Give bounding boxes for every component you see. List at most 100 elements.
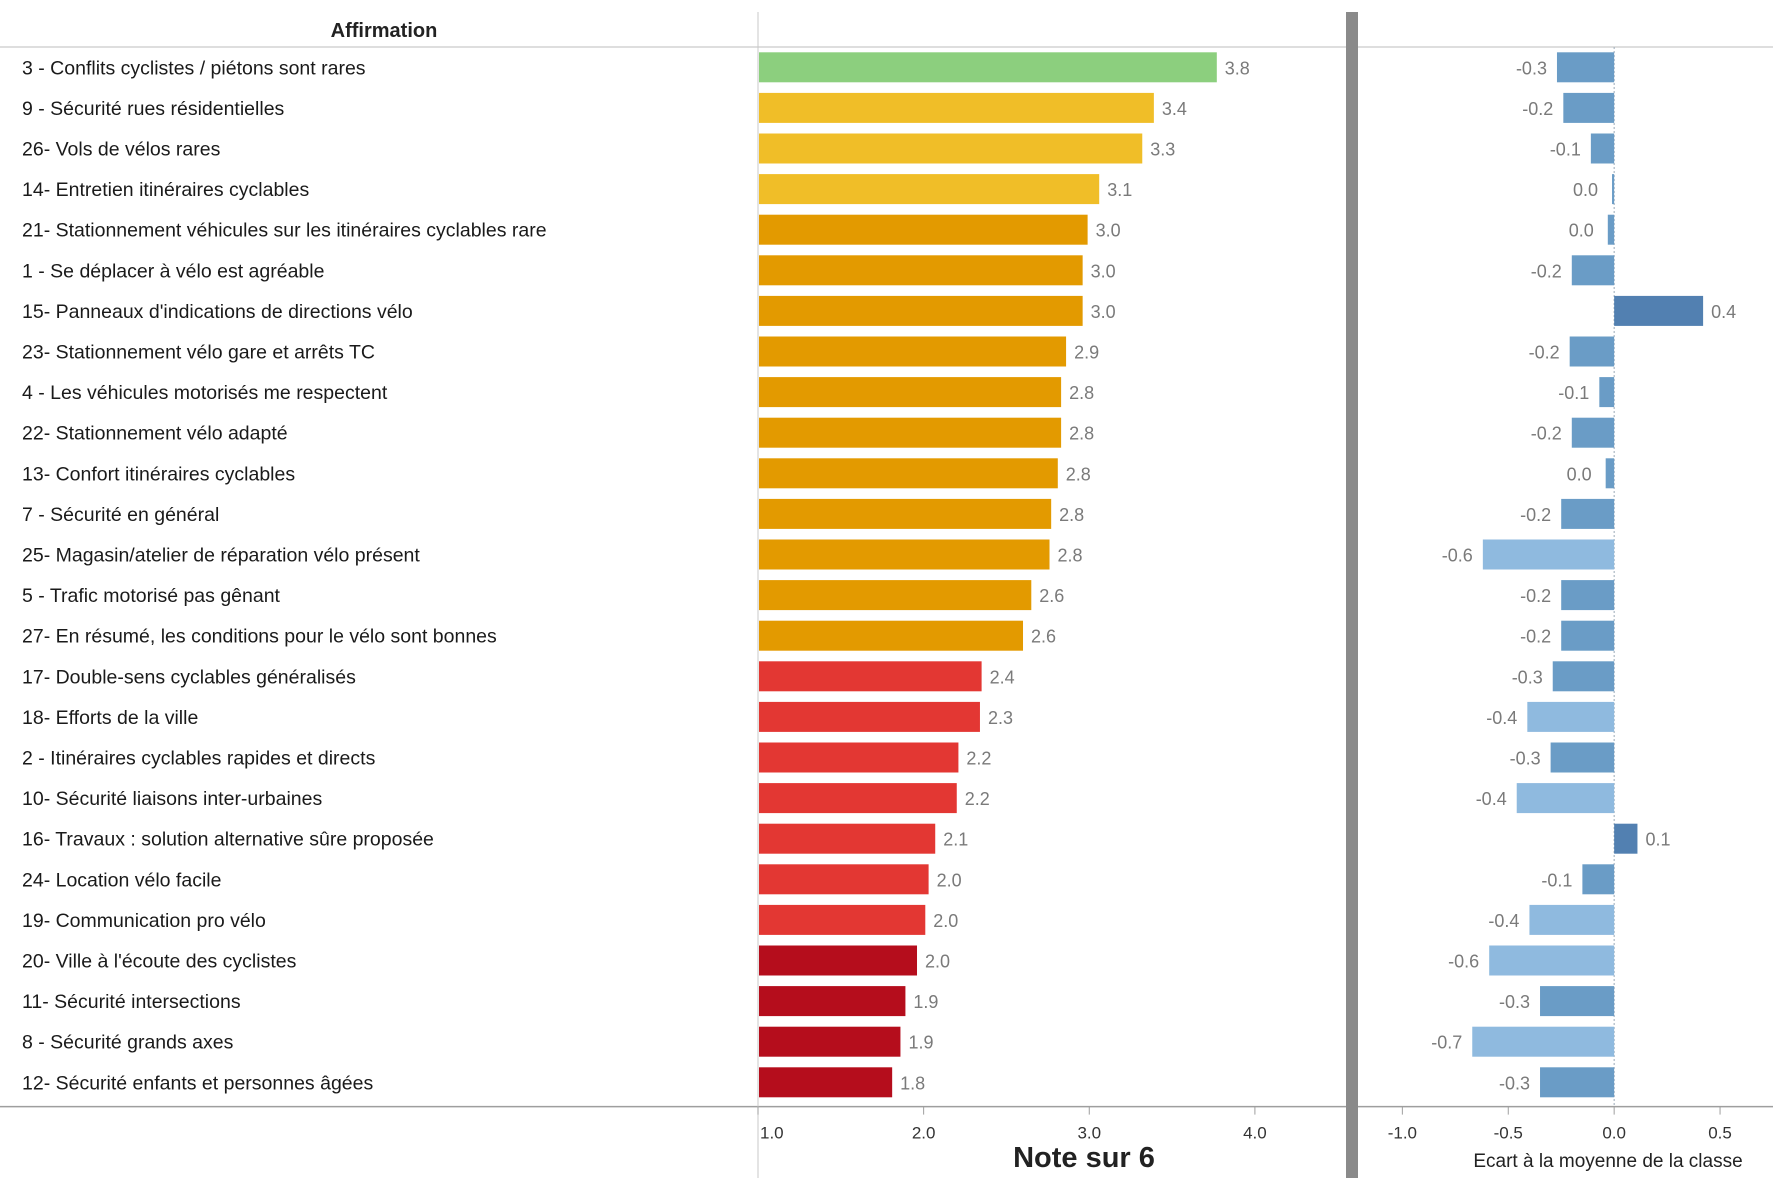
score-bar: [759, 701, 980, 732]
category-label: 17- Double-sens cyclables généralisés: [22, 666, 356, 688]
diff-value-label: -0.2: [1520, 586, 1551, 606]
score-value-label: 2.0: [933, 911, 958, 931]
score-value-label: 3.1: [1107, 180, 1132, 200]
score-bar: [759, 336, 1067, 367]
score-value-label: 3.3: [1150, 140, 1175, 160]
score-bar: [759, 904, 926, 935]
score-bar: [759, 214, 1088, 245]
diff-value-label: -0.6: [1448, 952, 1479, 972]
score-bar: [759, 1026, 901, 1057]
score-bar: [759, 945, 918, 976]
score-bar: [759, 52, 1217, 83]
diff-value-label: -0.2: [1531, 424, 1562, 444]
diff-tick-label: 0.5: [1708, 1124, 1732, 1143]
score-bar: [759, 498, 1052, 529]
diff-bar: [1540, 1067, 1615, 1098]
score-value-label: 2.0: [937, 870, 962, 890]
score-value-label: 2.0: [925, 952, 950, 972]
diff-value-label: -0.3: [1499, 1073, 1530, 1093]
score-bar: [759, 986, 906, 1017]
diff-bar: [1571, 417, 1615, 448]
score-value-label: 1.9: [913, 992, 938, 1012]
category-label: 24- Location vélo facile: [22, 869, 221, 891]
score-value-label: 1.8: [900, 1073, 925, 1093]
score-value-label: 2.6: [1039, 586, 1064, 606]
diff-bar: [1561, 498, 1615, 529]
category-label: 20- Ville à l'écoute des cyclistes: [22, 951, 297, 973]
category-label: 14- Entretien itinéraires cyclables: [22, 179, 309, 201]
diff-axis-label: Ecart à la moyenne de la classe: [1473, 1151, 1742, 1172]
diff-bar: [1614, 295, 1704, 326]
category-label: 7 - Sécurité en général: [22, 504, 219, 526]
score-tick-label: 4.0: [1243, 1124, 1267, 1143]
diff-bar: [1571, 255, 1615, 286]
category-label: 18- Efforts de la ville: [22, 707, 198, 729]
diff-value-label: 0.0: [1567, 464, 1592, 484]
diff-bar: [1556, 52, 1615, 83]
score-bar: [759, 539, 1050, 570]
category-label: 15- Panneaux d'indications de directions…: [22, 301, 413, 323]
score-value-label: 2.8: [1058, 546, 1083, 566]
diff-value-label: 0.4: [1711, 302, 1736, 322]
diff-bar: [1599, 377, 1615, 408]
diff-bar: [1605, 458, 1615, 489]
score-bar: [759, 295, 1083, 326]
category-label: 9 - Sécurité rues résidentielles: [22, 98, 285, 120]
diff-bar: [1540, 986, 1615, 1017]
score-bar: [759, 1067, 893, 1098]
diff-value-label: -0.3: [1516, 58, 1547, 78]
score-bar: [759, 742, 959, 773]
column-header: Affirmation: [331, 20, 438, 42]
score-value-label: 3.0: [1091, 302, 1116, 322]
score-bar: [759, 92, 1154, 123]
diff-bar: [1561, 620, 1615, 651]
category-label: 25- Magasin/atelier de réparation vélo p…: [22, 545, 420, 567]
category-label: 21- Stationnement véhicules sur les itin…: [22, 220, 547, 242]
diff-bar: [1472, 1026, 1615, 1057]
score-bar: [759, 783, 957, 814]
diff-bar: [1561, 580, 1615, 611]
diff-bar: [1590, 133, 1615, 164]
diff-value-label: -0.2: [1531, 261, 1562, 281]
diff-value-label: -0.3: [1499, 992, 1530, 1012]
category-label: 3 - Conflits cyclistes / piétons sont ra…: [22, 57, 366, 79]
score-value-label: 3.0: [1096, 221, 1121, 241]
score-bar: [759, 458, 1058, 489]
score-value-label: 1.9: [908, 1033, 933, 1053]
score-bar: [759, 823, 936, 854]
panel-separator: [1346, 12, 1358, 1178]
diff-bar: [1529, 904, 1615, 935]
diff-bar: [1612, 174, 1615, 205]
diff-value-label: -0.1: [1550, 140, 1581, 160]
diff-value-label: -0.4: [1488, 911, 1519, 931]
category-label: 8 - Sécurité grands axes: [22, 1032, 234, 1054]
score-value-label: 2.9: [1074, 343, 1099, 363]
diff-bar: [1607, 214, 1615, 245]
diff-bar: [1550, 742, 1615, 773]
diff-value-label: -0.3: [1510, 749, 1541, 769]
diff-value-label: -0.3: [1512, 667, 1543, 687]
diff-value-label: -0.1: [1541, 870, 1572, 890]
diff-value-label: -0.4: [1486, 708, 1517, 728]
diff-value-label: -0.4: [1476, 789, 1507, 809]
score-value-label: 2.4: [990, 667, 1015, 687]
category-label: 22- Stationnement vélo adapté: [22, 423, 288, 445]
category-label: 16- Travaux : solution alternative sûre …: [22, 829, 434, 851]
diff-value-label: -0.2: [1520, 505, 1551, 525]
diff-value-label: 0.0: [1573, 180, 1598, 200]
diff-value-label: 0.0: [1569, 221, 1594, 241]
score-bar: [759, 174, 1100, 205]
diff-bar: [1516, 783, 1615, 814]
score-tick-label: 1.0: [760, 1124, 784, 1143]
diff-value-label: -0.6: [1442, 546, 1473, 566]
category-label: 5 - Trafic motorisé pas gênant: [22, 585, 281, 607]
diff-bar: [1527, 701, 1615, 732]
diff-bar: [1482, 539, 1615, 570]
diff-bar: [1563, 92, 1615, 123]
score-value-label: 2.3: [988, 708, 1013, 728]
score-tick-label: 2.0: [912, 1124, 936, 1143]
score-bar: [759, 255, 1083, 286]
score-value-label: 3.0: [1091, 261, 1116, 281]
diff-tick-label: -1.0: [1388, 1124, 1417, 1143]
